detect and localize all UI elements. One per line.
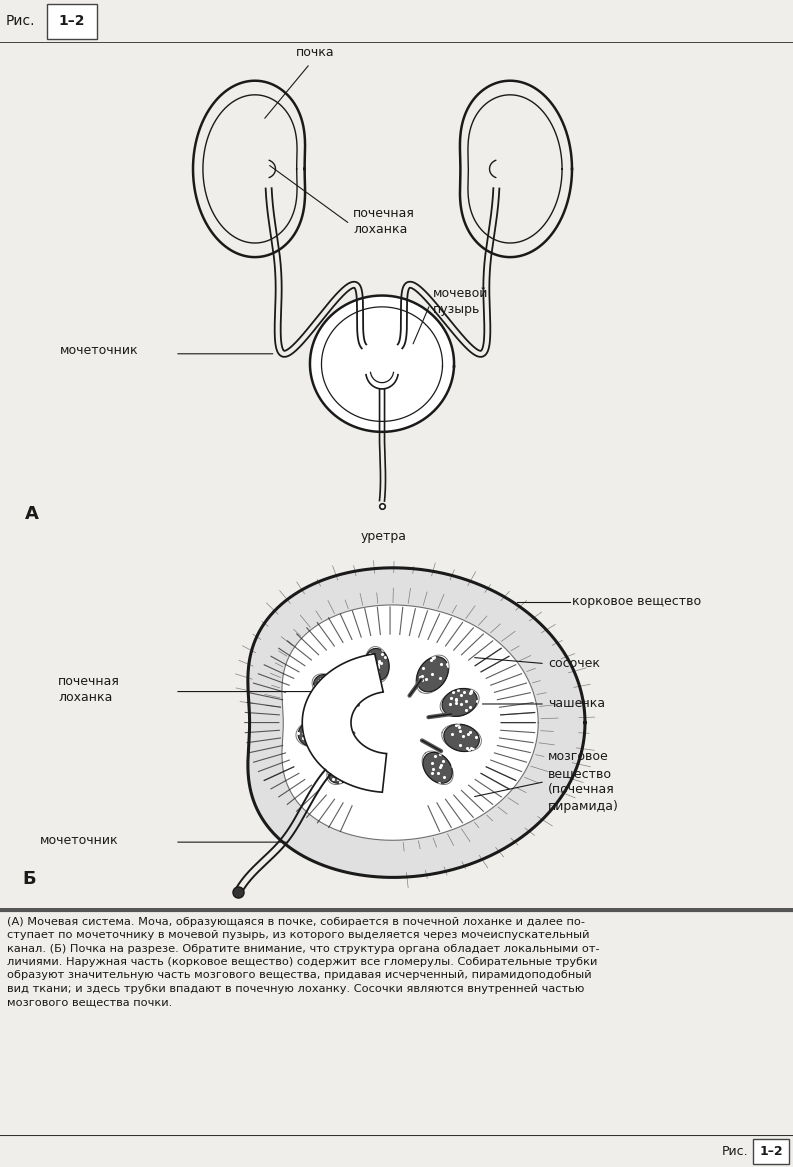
Text: почка: почка <box>296 46 335 58</box>
Text: мозговое
вещество
(почечная
пирамида): мозговое вещество (почечная пирамида) <box>548 750 619 813</box>
Text: почечная
лоханка: почечная лоханка <box>353 207 415 236</box>
Text: почечная
лоханка: почечная лоханка <box>58 675 120 704</box>
Polygon shape <box>328 753 357 783</box>
Polygon shape <box>423 753 452 783</box>
Polygon shape <box>366 375 398 389</box>
Text: мочеточник: мочеточник <box>40 833 119 846</box>
Polygon shape <box>248 568 585 878</box>
Polygon shape <box>365 649 389 680</box>
Polygon shape <box>442 689 477 717</box>
Bar <box>753 1139 789 1163</box>
Text: А: А <box>25 505 39 523</box>
Text: мочеточник: мочеточник <box>60 344 139 357</box>
Text: сосочек: сосочек <box>548 657 600 670</box>
Polygon shape <box>444 725 479 752</box>
Text: 1–2: 1–2 <box>59 14 86 28</box>
Text: чашечка: чашечка <box>548 698 605 711</box>
Text: Рис.: Рис. <box>6 14 36 28</box>
Polygon shape <box>298 719 336 747</box>
Polygon shape <box>313 675 345 703</box>
Polygon shape <box>248 568 585 878</box>
Text: корковое вещество: корковое вещество <box>572 595 701 608</box>
Polygon shape <box>302 654 387 792</box>
Polygon shape <box>310 295 454 432</box>
Text: (А) Мочевая система. Моча, образующаяся в почке, собирается в почечной лоханке и: (А) Мочевая система. Моча, образующаяся … <box>7 917 600 1007</box>
Text: Рис.: Рис. <box>722 1145 748 1159</box>
Text: уретра: уретра <box>361 530 407 543</box>
Text: 1–2: 1–2 <box>759 1145 783 1159</box>
Text: Б: Б <box>22 869 36 888</box>
Bar <box>47 4 97 39</box>
Text: мочевой
пузырь: мочевой пузырь <box>433 287 488 316</box>
Polygon shape <box>416 657 448 692</box>
